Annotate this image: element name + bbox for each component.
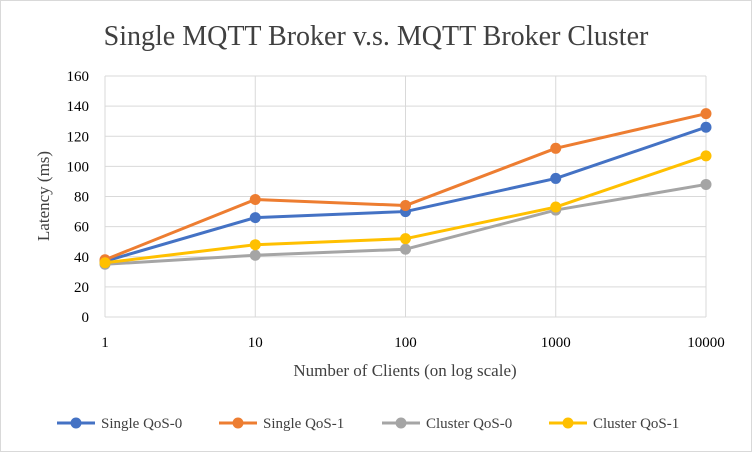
y-tick-label: 20 (74, 280, 89, 296)
x-tick-label: 1 (101, 335, 109, 351)
y-tick-label: 140 (67, 99, 90, 115)
legend-item: Single QoS-1 (219, 416, 344, 432)
x-tick-label: 10000 (687, 335, 725, 351)
data-point (400, 233, 411, 245)
data-point (400, 243, 411, 255)
data-point (700, 150, 712, 162)
legend-item: Cluster QoS-0 (382, 416, 512, 432)
x-tick-label: 100 (394, 335, 417, 351)
grid (104, 75, 707, 318)
legend-item: Cluster QoS-1 (549, 416, 679, 432)
legend-label: Single QoS-0 (101, 416, 182, 432)
legend-marker (70, 417, 82, 429)
x-axis-title: Number of Clients (on log scale) (293, 361, 516, 380)
data-point (550, 201, 562, 213)
y-tick-label: 40 (74, 250, 89, 266)
legend-label: Cluster QoS-0 (426, 416, 512, 432)
data-point (700, 178, 712, 190)
data-point (550, 172, 562, 184)
data-point (400, 200, 411, 212)
series (99, 108, 712, 270)
x-tick-labels: 1 10 100 1000 10000 (101, 335, 725, 351)
y-tick-label: 60 (74, 220, 89, 236)
y-tick-labels: 0 20 40 60 80 100 120 140 160 (67, 69, 90, 326)
series-cluster-qos-1 (99, 150, 712, 269)
y-tick-label: 100 (67, 159, 90, 175)
data-point (249, 249, 261, 261)
legend-marker (562, 417, 574, 429)
legend: Single QoS-0 Single QoS-1 Cluster QoS-0 Clu… (57, 416, 679, 432)
legend-marker (395, 417, 407, 429)
y-tick-label: 0 (82, 310, 90, 326)
chart-title: Single MQTT Broker v.s. MQTT Broker Clus… (104, 21, 649, 52)
y-tick-label: 120 (67, 129, 90, 145)
legend-marker (232, 417, 244, 429)
data-point (700, 108, 712, 120)
legend-item: Single QoS-0 (57, 416, 182, 432)
x-tick-label: 10 (248, 335, 263, 351)
data-point (99, 257, 111, 269)
data-point (249, 239, 261, 251)
y-tick-label: 160 (67, 69, 90, 85)
data-point (700, 121, 712, 133)
data-point (550, 142, 562, 154)
x-tick-label: 1000 (541, 335, 571, 351)
data-point (249, 212, 261, 224)
legend-label: Cluster QoS-1 (593, 416, 679, 432)
y-axis-title: Latency (ms) (34, 151, 53, 241)
legend-label: Single QoS-1 (263, 416, 344, 432)
data-point (249, 194, 261, 206)
y-tick-label: 80 (74, 190, 89, 206)
